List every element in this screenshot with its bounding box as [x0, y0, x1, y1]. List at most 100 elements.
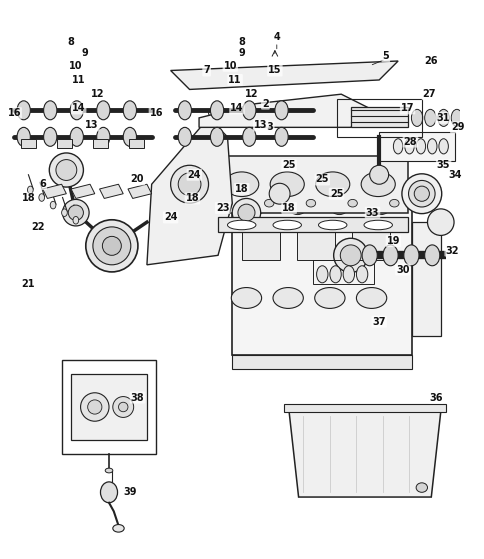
Ellipse shape	[426, 209, 453, 235]
Ellipse shape	[123, 101, 136, 120]
Ellipse shape	[105, 468, 113, 473]
Ellipse shape	[415, 483, 426, 492]
Ellipse shape	[178, 173, 200, 196]
Ellipse shape	[93, 227, 131, 265]
Ellipse shape	[208, 107, 227, 119]
Ellipse shape	[178, 127, 191, 146]
Ellipse shape	[315, 172, 349, 197]
Bar	[232, 355, 411, 369]
Text: 29: 29	[450, 122, 464, 132]
Ellipse shape	[274, 127, 287, 146]
Ellipse shape	[464, 110, 475, 126]
Text: 16: 16	[7, 108, 21, 118]
Bar	[411, 222, 440, 336]
Ellipse shape	[356, 287, 386, 309]
Ellipse shape	[314, 287, 344, 309]
Ellipse shape	[389, 200, 398, 207]
Ellipse shape	[50, 201, 56, 209]
Ellipse shape	[113, 396, 134, 418]
Text: 13: 13	[254, 120, 267, 130]
Ellipse shape	[247, 201, 264, 215]
Ellipse shape	[242, 107, 261, 119]
Text: 14: 14	[72, 103, 85, 113]
Bar	[350, 107, 407, 127]
Ellipse shape	[437, 110, 448, 126]
Text: 4: 4	[273, 32, 280, 42]
Ellipse shape	[347, 200, 357, 207]
Ellipse shape	[270, 172, 303, 197]
Bar	[57, 139, 72, 148]
Text: 6: 6	[39, 179, 46, 190]
Text: 27: 27	[422, 89, 435, 99]
Ellipse shape	[477, 110, 484, 126]
Ellipse shape	[372, 201, 389, 215]
Ellipse shape	[80, 393, 109, 421]
Ellipse shape	[178, 101, 191, 120]
Ellipse shape	[288, 201, 305, 215]
Text: 10: 10	[69, 61, 82, 71]
Text: 33: 33	[365, 208, 378, 217]
Ellipse shape	[361, 172, 394, 197]
Ellipse shape	[70, 101, 83, 120]
Ellipse shape	[44, 127, 57, 146]
Text: 21: 21	[22, 279, 35, 289]
Ellipse shape	[272, 287, 302, 309]
Ellipse shape	[44, 101, 57, 120]
Bar	[71, 374, 147, 440]
Text: 18: 18	[22, 193, 35, 203]
Ellipse shape	[118, 402, 128, 412]
Ellipse shape	[62, 200, 89, 226]
Text: 37: 37	[372, 317, 385, 326]
Ellipse shape	[70, 127, 83, 146]
Ellipse shape	[56, 159, 76, 181]
Text: 7: 7	[203, 65, 210, 75]
Text: 8: 8	[67, 37, 75, 47]
Text: 14: 14	[230, 103, 243, 113]
Text: 25: 25	[282, 160, 295, 170]
Ellipse shape	[61, 209, 67, 216]
Ellipse shape	[424, 110, 435, 126]
Ellipse shape	[438, 139, 447, 154]
Ellipse shape	[86, 220, 137, 272]
Ellipse shape	[269, 183, 289, 204]
Ellipse shape	[424, 245, 439, 266]
Text: 32: 32	[444, 245, 458, 255]
Ellipse shape	[28, 186, 33, 194]
Text: 39: 39	[123, 487, 136, 498]
Text: 30: 30	[395, 264, 409, 274]
Ellipse shape	[272, 220, 301, 230]
Ellipse shape	[382, 245, 397, 266]
Ellipse shape	[410, 110, 422, 126]
Ellipse shape	[408, 181, 434, 207]
Text: 22: 22	[31, 222, 45, 232]
Ellipse shape	[362, 245, 377, 266]
Ellipse shape	[73, 216, 78, 224]
Ellipse shape	[224, 172, 258, 197]
Ellipse shape	[264, 200, 273, 207]
Ellipse shape	[210, 127, 223, 146]
Text: 24: 24	[187, 170, 201, 180]
Ellipse shape	[96, 127, 110, 146]
Bar	[312, 260, 374, 284]
Ellipse shape	[310, 107, 329, 119]
Polygon shape	[170, 61, 397, 89]
Bar	[21, 139, 36, 148]
Ellipse shape	[88, 400, 102, 414]
Bar	[336, 99, 421, 137]
Text: 20: 20	[130, 174, 144, 184]
Ellipse shape	[329, 266, 341, 283]
Text: 23: 23	[215, 203, 229, 213]
Polygon shape	[147, 118, 232, 265]
Text: 16: 16	[150, 108, 163, 118]
Ellipse shape	[102, 236, 121, 255]
Bar	[351, 231, 389, 260]
Text: 13: 13	[85, 120, 99, 130]
Text: 2: 2	[261, 98, 268, 108]
Text: 9: 9	[82, 49, 89, 59]
Text: 25: 25	[329, 189, 343, 198]
Text: 25: 25	[315, 174, 328, 184]
Text: 12: 12	[244, 89, 257, 99]
Polygon shape	[128, 184, 151, 198]
Bar	[129, 139, 144, 148]
Ellipse shape	[170, 165, 208, 203]
